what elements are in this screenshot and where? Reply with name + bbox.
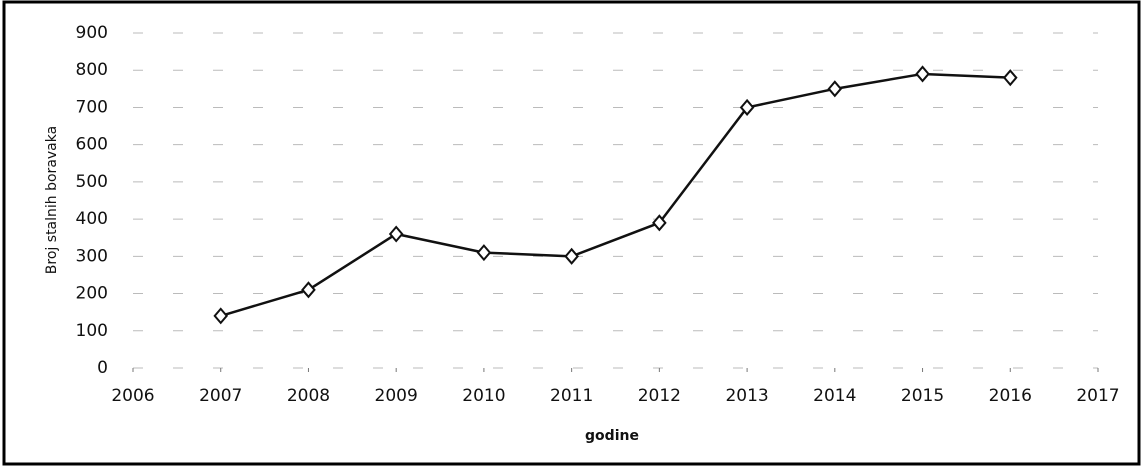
- data-point: [915, 65, 930, 83]
- y-tick-label: 100: [76, 321, 108, 341]
- x-tick-label: 2011: [550, 386, 593, 406]
- y-tick-label: 200: [76, 284, 108, 304]
- x-tick-label: 2006: [111, 386, 154, 406]
- x-tick-label: 2014: [813, 386, 856, 406]
- y-tick-label: 500: [76, 172, 108, 192]
- x-tick-label: 2010: [462, 386, 505, 406]
- data-point: [213, 307, 229, 325]
- y-tick-label: 600: [76, 135, 108, 155]
- data-point: [301, 281, 316, 299]
- x-tick-label: 2013: [725, 386, 768, 406]
- data-point: [652, 214, 667, 232]
- data-point: [827, 80, 843, 98]
- y-tick-label: 900: [76, 23, 108, 43]
- data-line: [220, 72, 1011, 318]
- x-tick-label: 2015: [901, 386, 944, 406]
- x-tick-label: 2016: [989, 386, 1032, 406]
- y-tick-label: 300: [76, 246, 108, 266]
- data-point: [739, 98, 755, 116]
- y-axis-label: Broj stalnih boravaka: [44, 126, 60, 274]
- x-tick-label: 2017: [1076, 386, 1119, 406]
- y-tick-label: 400: [76, 209, 108, 229]
- x-axis-label: godine: [585, 428, 639, 444]
- y-tick-label: 800: [76, 60, 108, 80]
- x-tick-label: 2007: [199, 386, 242, 406]
- x-tick-label: 2012: [638, 386, 681, 406]
- x-tick-label: 2008: [287, 386, 330, 406]
- y-tick-label: 0: [97, 358, 108, 378]
- data-point: [388, 225, 404, 243]
- data-point: [476, 244, 492, 262]
- y-tick-label: 700: [76, 97, 108, 117]
- data-point: [564, 247, 579, 265]
- data-point: [1002, 69, 1018, 87]
- x-tick-label: 2009: [375, 386, 418, 406]
